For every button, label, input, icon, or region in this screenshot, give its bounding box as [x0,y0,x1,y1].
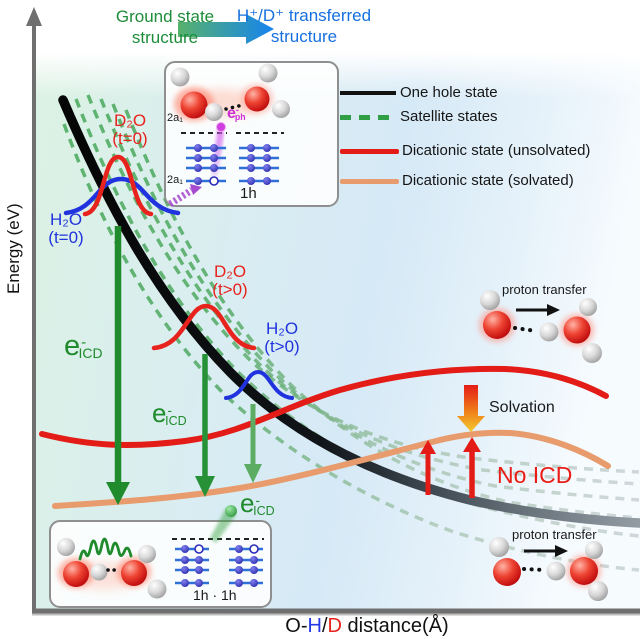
water-dimer-top-inset [170,63,290,121]
legend-line-satellite [340,115,397,120]
d2o-t1-label: D₂O (t>0) [212,262,248,300]
x-axis-label: O-H/D distance(Å) [217,615,517,638]
dicationic-unsolvated-curve [39,365,609,449]
two-hole-label: 1h · 1h [193,587,237,603]
legend-label-one-hole: One hole state [400,84,498,101]
e-icd-label-2: e-ICD [152,398,187,429]
energy-levels-top [186,146,279,183]
x-label-suffix: distance(Å) [341,615,449,637]
solvation-arrow [457,385,485,432]
one-hole-label: 1h [240,185,257,202]
e-icd-label-1: e-ICD [64,330,103,362]
x-label-prefix: O- [285,615,308,637]
one-hole-state-curve [58,95,640,528]
inset-icd [49,520,272,608]
photon-arrow [168,184,202,207]
legend-label-dicationic-unsolvated: Dicationic state (unsolvated) [402,142,591,159]
photoelectron-ball [216,122,226,132]
e-icd-label-3: e-ICD [240,488,275,519]
proton-transfer-label-bottom: proton transfer [512,527,597,542]
proton-transfer-top [479,290,602,363]
hole-top [209,176,219,186]
axes [26,7,640,616]
dicationic-solvated-curve [52,429,611,509]
legend-line-dicationic-solvated [340,179,399,184]
d2o-t1-packet [151,303,257,351]
energy-transfer-spring [78,537,133,561]
ground-state-title-line2: structure [131,28,199,48]
y-axis-label: Energy (eV) [4,203,23,294]
no-icd-up-arrows [420,437,481,498]
ground-state-title-line1: Ground state [115,7,215,26]
ground-state-title: Ground state structure [70,6,260,49]
legend-label-satellite: Satellite states [400,108,498,125]
hole-right [249,544,259,554]
transferred-title-line2: structure [270,27,338,47]
icd-electron-comet [210,505,237,543]
h2o-t0-label: H₂O (t=0) [48,210,84,248]
no-icd-label: No ICD [497,462,573,488]
x-label-h: H [307,615,322,637]
inset-ionization [164,61,339,207]
hole-left [194,544,204,554]
d2o-t0-label: D₂O (t=0) [112,111,148,149]
photoelectron-label: e-ph [227,105,246,123]
icd-arrow-1 [106,226,130,505]
satellite-state-curves [62,94,640,572]
electrons-top [194,144,271,186]
d2o-t0-packet [82,154,154,217]
legend-label-dicationic-solvated: Dicationic state (solvated) [402,172,574,189]
orbital-label-2a1-upper: 2a₁ [167,112,183,124]
h2o-t1-label: H₂O (t>0) [264,319,300,357]
transferred-title-line1: H⁺/D⁺ transferred [236,6,372,25]
x-label-slash: / [321,615,328,637]
proton-transfer-label-top: proton transfer [502,282,587,297]
legend-line-dicationic-unsolvated [340,149,399,154]
h2o-t1-packet [224,369,294,400]
x-label-d: D [327,615,342,637]
electrons-bottom [181,544,259,587]
proton-transfer-bottom [489,537,608,601]
header-transfer-arrow [178,14,274,44]
orbital-label-2a1-lower: 2a₁ [167,174,183,186]
icd-arrow-2 [195,354,215,497]
wavepackets [63,154,294,400]
legend-line-one-hole [340,91,396,95]
h2o-t0-packet [63,176,181,216]
icd-arrow-3 [244,404,262,483]
y-axis-arrowhead [26,7,42,26]
solvation-label: Solvation [489,399,555,416]
water-dimer-bottom-inset [57,538,167,599]
transferred-structure-title: H⁺/D⁺ transferred structure [224,5,384,48]
